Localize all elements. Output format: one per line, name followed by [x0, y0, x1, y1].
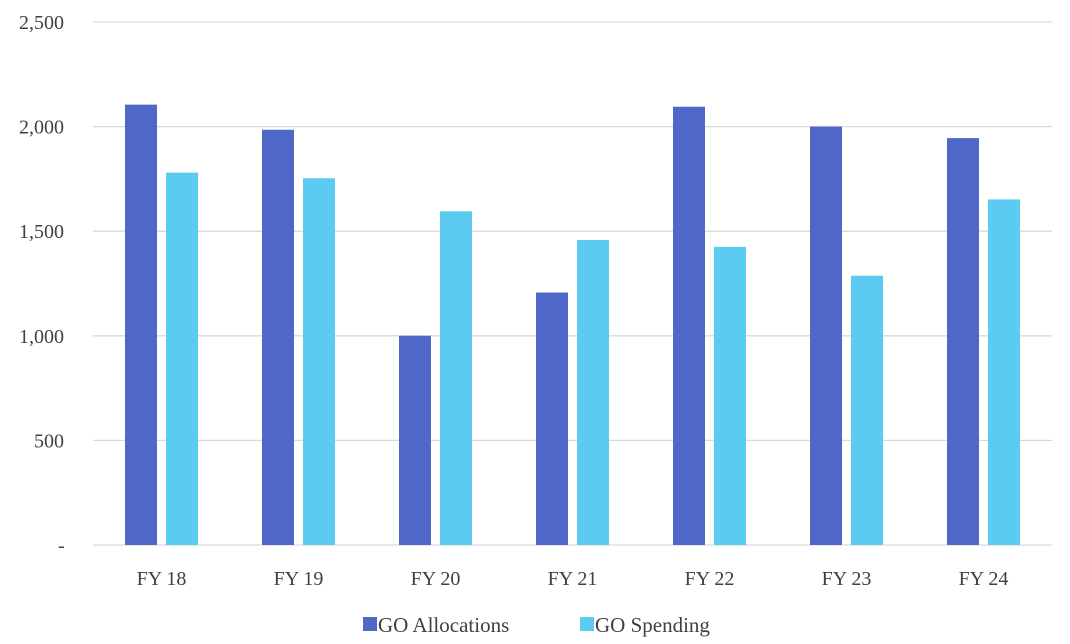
y-axis-ticks: - 500 1,000 1,500 2,000 2,500 [19, 12, 65, 557]
legend-swatch [363, 617, 377, 631]
x-tick-label: FY 21 [548, 568, 598, 590]
legend-label: GO Spending [595, 613, 710, 637]
x-axis-ticks: FY 18 FY 19 FY 20 FY 21 FY 22 FY 23 FY 24 [137, 568, 1009, 590]
y-tick-label: 2,000 [19, 117, 64, 139]
bar-go-allocations [125, 104, 157, 545]
bar-go-allocations [947, 138, 979, 545]
bar-go-spending [988, 199, 1020, 545]
bar-go-allocations [536, 292, 568, 545]
y-tick-label: 1,500 [19, 221, 64, 243]
x-tick-label: FY 22 [685, 568, 735, 590]
x-tick-label: FY 19 [274, 568, 324, 590]
bar-go-spending [851, 275, 883, 545]
x-tick-label: FY 18 [137, 568, 187, 590]
bar-go-spending [577, 239, 609, 546]
bar-go-allocations [673, 106, 705, 545]
bar-go-spending [440, 211, 472, 546]
y-tick-label: - [58, 535, 65, 557]
bar-go-allocations [810, 126, 842, 545]
bar-go-spending [166, 172, 198, 545]
y-tick-label: 1,000 [19, 326, 64, 348]
bars [125, 104, 1020, 546]
legend: GO Allocations GO Spending [363, 613, 710, 637]
gridlines [93, 21, 1052, 546]
bar-go-allocations [262, 129, 294, 545]
bar-go-allocations [399, 335, 431, 545]
y-tick-label: 2,500 [19, 12, 64, 34]
legend-label: GO Allocations [378, 613, 509, 637]
x-tick-label: FY 24 [959, 568, 1009, 590]
bar-go-spending [714, 246, 746, 545]
legend-swatch [580, 617, 594, 631]
x-tick-label: FY 20 [411, 568, 461, 590]
y-tick-label: 500 [34, 430, 64, 452]
x-tick-label: FY 23 [822, 568, 872, 590]
bar-go-spending [303, 178, 335, 545]
